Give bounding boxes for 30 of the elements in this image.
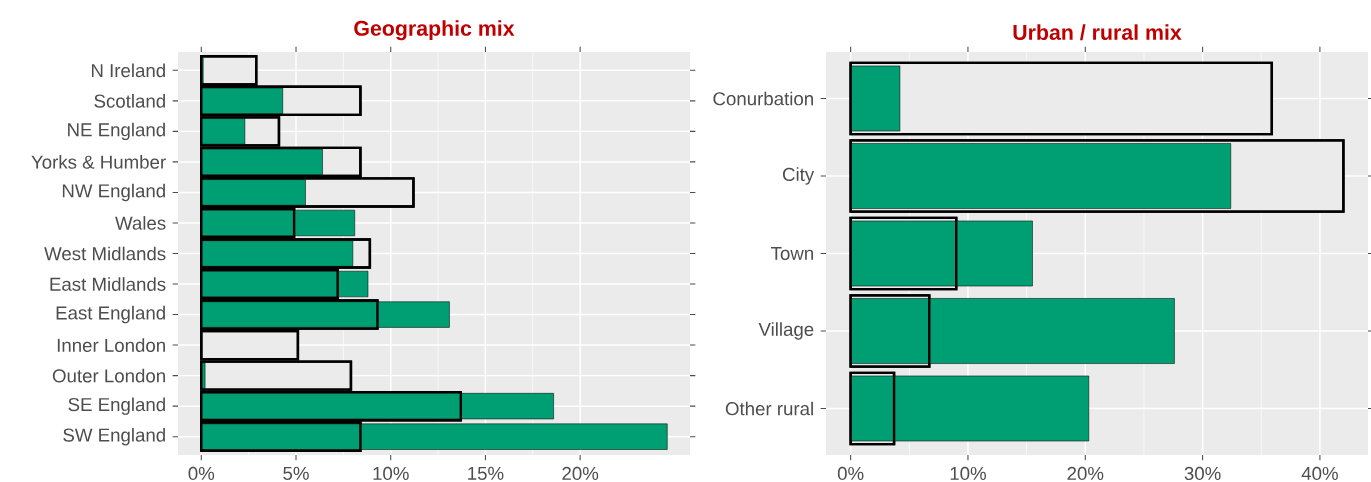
y-tick-label: East Midlands bbox=[50, 277, 166, 291]
chart-title: Urban / rural mix bbox=[1013, 24, 1182, 41]
y-tick-label: Wales bbox=[115, 216, 166, 230]
y-tick-label: Town bbox=[771, 246, 813, 261]
y-tick-label: Inner London bbox=[57, 338, 165, 352]
y-tick-label: Yorks & Humber bbox=[31, 155, 166, 169]
y-tick-label: City bbox=[782, 167, 815, 185]
y-tick-label: SW England bbox=[63, 427, 165, 446]
y-tick-label: East England bbox=[56, 305, 165, 324]
y-tick-label: NW England bbox=[62, 183, 165, 202]
x-tick-label: 0% bbox=[188, 466, 215, 481]
x-tick-label: 0% bbox=[837, 466, 864, 481]
y-tick-label: Scotland bbox=[94, 93, 165, 108]
y-tick-label: Conurbation bbox=[713, 91, 813, 106]
y-tick-label: West Midlands bbox=[44, 246, 166, 261]
y-tick-label: Outer London bbox=[52, 368, 165, 383]
x-tick-label: 40% bbox=[1301, 466, 1338, 481]
y-tick-label: NE England bbox=[68, 122, 165, 141]
x-tick-label: 30% bbox=[1184, 466, 1221, 481]
chart-title: Geographic mix bbox=[354, 20, 515, 41]
y-tick-label: SE England bbox=[68, 397, 165, 415]
x-tick-label: 15% bbox=[468, 466, 504, 480]
x-tick-label: 5% bbox=[283, 466, 309, 480]
y-tick-label: N Ireland bbox=[91, 63, 165, 78]
x-tick-label: 20% bbox=[562, 466, 599, 481]
x-tick-label: 10% bbox=[950, 466, 986, 481]
y-tick-label: Other rural bbox=[725, 401, 813, 416]
x-tick-label: 10% bbox=[373, 466, 409, 481]
y-tick-label: Village bbox=[758, 322, 814, 340]
x-tick-label: 20% bbox=[1067, 466, 1104, 481]
